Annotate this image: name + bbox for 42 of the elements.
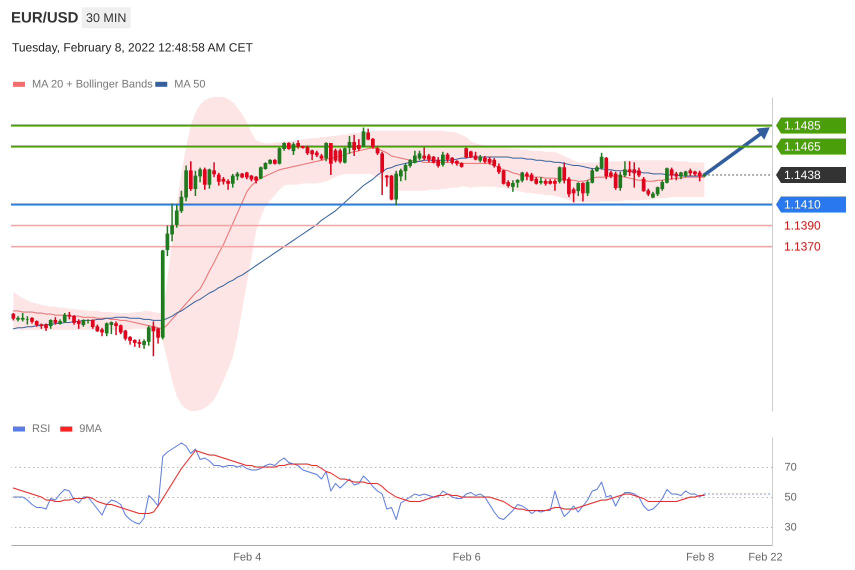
candlestick: [324, 142, 328, 162]
candlestick: [48, 318, 53, 330]
x-tick-label: Feb 8: [686, 552, 714, 564]
ref-line-label: 1.1465: [784, 140, 822, 154]
y-tick-label: 50: [784, 492, 797, 504]
candlestick: [362, 126, 366, 148]
candlestick: [348, 135, 352, 155]
ref-line-label: 1.1438: [784, 168, 822, 182]
chart-subtitle: Tuesday, February 8, 2022 12:48:58 AM CET: [12, 40, 254, 54]
legend-label: MA 20 + Bollinger Bands: [32, 78, 154, 90]
candlestick: [581, 182, 585, 202]
ref-line-label: 1.1410: [784, 197, 822, 212]
y-tick-label: 30: [784, 522, 797, 534]
candlestick: [342, 146, 347, 164]
legend-label: RSI: [32, 423, 50, 435]
candlestick: [90, 318, 95, 330]
candlestick: [212, 162, 216, 178]
candlestick: [188, 160, 193, 192]
candlestick: [441, 151, 445, 168]
legend-label: 9MA: [79, 423, 103, 435]
text: 30 MIN: [86, 10, 126, 25]
candlestick: [104, 322, 109, 337]
candlestick: [380, 151, 384, 196]
legend-label: MA 50: [174, 78, 206, 90]
ref-line-label: 1.1485: [784, 118, 822, 132]
candlestick: [292, 142, 296, 156]
ref-line-label: 1.1390: [784, 218, 822, 233]
x-tick-label: Feb 6: [452, 552, 481, 564]
y-tick-label: 70: [784, 462, 797, 474]
candlestick: [464, 146, 468, 159]
candlestick: [208, 168, 212, 190]
candlestick: [576, 182, 580, 197]
x-tick-label: Feb 22: [748, 552, 783, 564]
x-tick-label: Feb 4: [233, 552, 262, 564]
candlestick: [422, 146, 426, 161]
line-series: [12, 450, 705, 514]
candlestick: [356, 138, 361, 152]
candlestick: [511, 179, 515, 193]
chart-title: EUR/USD: [11, 9, 79, 26]
ref-line-label: 1.1370: [784, 240, 822, 254]
candlestick: [558, 166, 562, 184]
candlestick: [202, 166, 207, 190]
